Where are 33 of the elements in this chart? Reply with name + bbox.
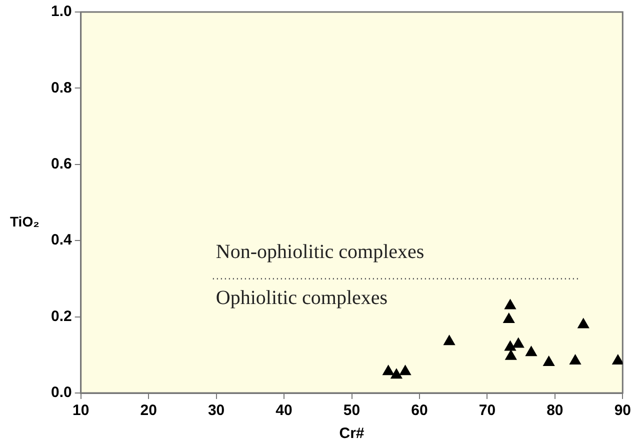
point xyxy=(382,365,394,376)
point xyxy=(444,335,455,346)
x-tick-label: 40 xyxy=(276,402,292,420)
point xyxy=(504,299,516,310)
x-tick-label: 30 xyxy=(208,402,225,420)
point xyxy=(543,356,555,366)
point xyxy=(570,354,581,364)
x-tick-label: 70 xyxy=(478,402,496,420)
y-tick-label: 0.6 xyxy=(50,156,72,173)
x-tick-label: 60 xyxy=(411,402,428,420)
point xyxy=(503,312,515,323)
x-axis-title: Cr# xyxy=(339,425,365,442)
point xyxy=(390,368,402,379)
y-tick-label: 1.0 xyxy=(50,3,72,20)
y-tick-label: 0.2 xyxy=(50,308,72,325)
point xyxy=(612,354,623,364)
x-tick-label: 20 xyxy=(140,402,157,420)
point xyxy=(512,338,524,348)
y-tick-label: 0.4 xyxy=(50,232,72,249)
x-tick-label: 90 xyxy=(614,402,631,420)
annotation: Non-ophiolitic complexes xyxy=(216,240,424,263)
point xyxy=(505,350,517,360)
point xyxy=(578,318,590,328)
x-tick-label: 10 xyxy=(72,402,90,420)
point xyxy=(526,346,537,356)
point xyxy=(400,365,411,376)
x-tick-label: 80 xyxy=(546,402,564,420)
annotation: Ophiolitic complexes xyxy=(216,286,388,309)
y-tick-label: 0.0 xyxy=(50,384,72,402)
y-axis-title: TiO₂ xyxy=(10,213,40,230)
y-tick-label: 0.8 xyxy=(50,79,72,96)
point xyxy=(504,340,516,351)
x-tick-label: 50 xyxy=(343,402,360,420)
